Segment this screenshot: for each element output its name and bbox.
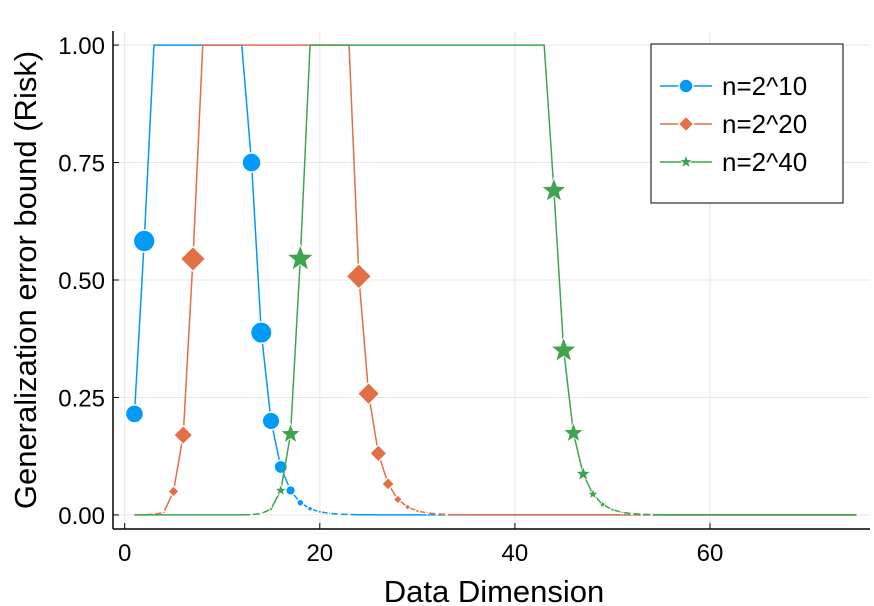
y-tick-label: 0.25 [58,385,105,412]
data-point [434,511,439,516]
legend: n=2^10 n=2^20 n=2^40 [650,43,844,204]
y-tick-label: 0.50 [58,268,105,295]
data-point [381,476,396,491]
data-point [161,509,167,516]
legend-label: n=2^10 [722,71,807,101]
x-tick-label: 20 [306,540,333,567]
series-layer [124,44,857,517]
data-point [369,444,388,463]
x-tick-label: 0 [118,540,131,567]
data-point [124,404,145,424]
data-point [356,381,381,406]
legend-marker [678,153,694,169]
data-point [179,245,207,273]
data-point [444,512,449,517]
data-point [424,510,430,516]
data-point [285,243,315,272]
data-point [241,152,262,173]
data-point [296,498,305,507]
legend-marker [677,115,695,133]
data-point [608,505,617,514]
data-point [306,505,314,513]
data-point [261,411,281,431]
data-point [649,512,654,517]
legend-label: n=2^40 [722,147,807,177]
data-point [639,512,644,516]
data-point [284,484,297,497]
data-point [337,512,341,516]
data-point [327,511,332,516]
data-point [273,483,288,497]
data-point [266,504,276,513]
data-point [172,424,194,446]
y-tick-label: 1.00 [58,33,105,60]
data-point [574,464,592,482]
ticks: 0 20 40 60 0.00 0.25 0.50 0.75 1.00 [58,33,723,567]
data-point [249,321,273,345]
data-point [619,509,626,515]
x-tick-label: 60 [697,540,724,567]
data-point [347,513,351,516]
data-point [586,487,600,500]
data-point [317,509,323,515]
series-line [134,44,857,516]
data-point [279,422,302,444]
y-tick-label: 0.00 [58,503,105,530]
data-point [392,494,404,505]
data-point [167,485,180,498]
data-point [258,510,264,516]
series-3 [134,44,857,517]
data-point [629,510,635,516]
data-point [414,507,421,515]
data-point [249,512,254,517]
data-point [540,176,568,203]
legend-label: n=2^20 [722,109,807,139]
legend-marker [678,78,694,94]
x-tick-label: 40 [502,540,529,567]
x-axis-title: Data Dimension [384,574,605,606]
data-point [403,503,412,512]
y-tick-label: 0.75 [58,151,105,178]
data-point [345,262,373,290]
data-point [132,229,156,253]
data-point [549,335,578,363]
data-point [562,421,585,443]
y-axis-title: Generalization error bound (Risk) [8,51,43,509]
data-point [597,499,608,509]
